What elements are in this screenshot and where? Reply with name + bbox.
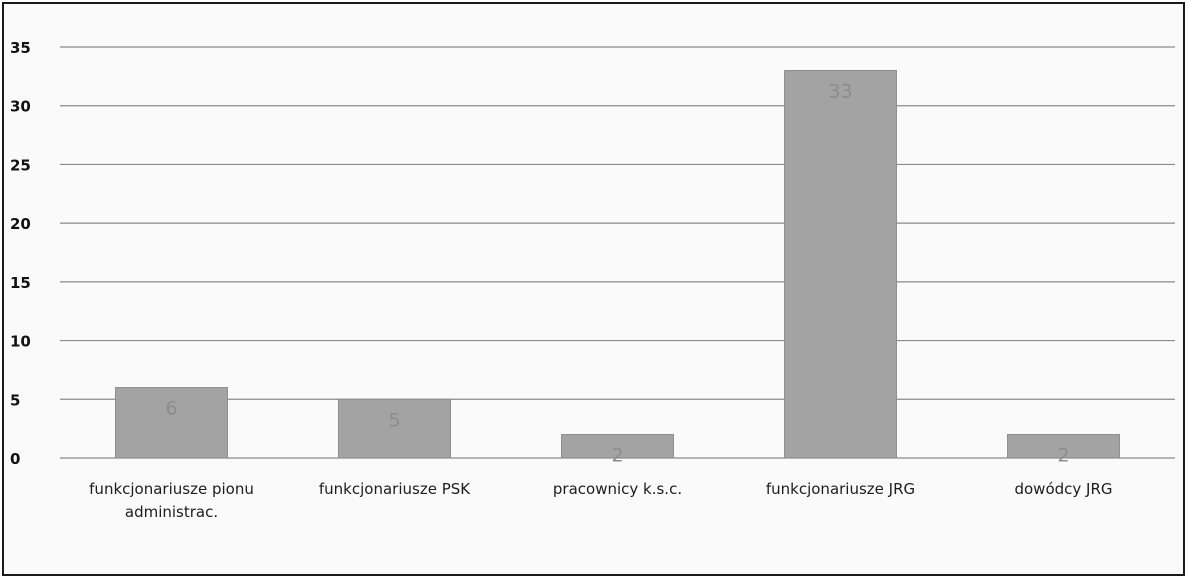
gridlines <box>60 46 1175 459</box>
bars <box>115 69 1120 459</box>
y-tick-label: 10 <box>10 333 31 351</box>
bar <box>561 434 674 459</box>
data-label: 6 <box>165 398 177 420</box>
y-tick-label: 25 <box>10 156 31 174</box>
y-tick-label: 30 <box>10 98 31 116</box>
bar <box>1007 434 1120 459</box>
data-label: 5 <box>388 409 400 431</box>
x-category-label: funkcjonariusze pionu <box>89 480 254 498</box>
y-tick-label: 0 <box>10 450 20 468</box>
data-label: 2 <box>1057 445 1069 467</box>
bar <box>115 387 228 459</box>
bar <box>784 69 897 459</box>
x-category-label: administrac. <box>125 503 218 521</box>
data-label: 33 <box>828 80 852 102</box>
x-axis-categories: funkcjonariusze pionu administrac. funkcjo… <box>89 480 1112 521</box>
x-category-label: funkcjonariusze PSK <box>319 480 471 498</box>
bar <box>338 398 451 459</box>
x-category-label: funkcjonariusze JRG <box>766 480 915 498</box>
y-tick-label: 35 <box>10 39 31 57</box>
x-category-label: pracownicy k.s.c. <box>553 480 682 498</box>
y-axis-ticks: 0 5 10 15 20 25 30 35 <box>10 39 31 468</box>
y-tick-label: 15 <box>10 274 31 292</box>
x-category-label: dowódcy JRG <box>1014 480 1112 498</box>
y-tick-label: 20 <box>10 215 31 233</box>
data-labels: 6 5 2 33 2 <box>165 80 1069 466</box>
y-tick-label: 5 <box>10 391 20 409</box>
data-label: 2 <box>611 445 623 467</box>
